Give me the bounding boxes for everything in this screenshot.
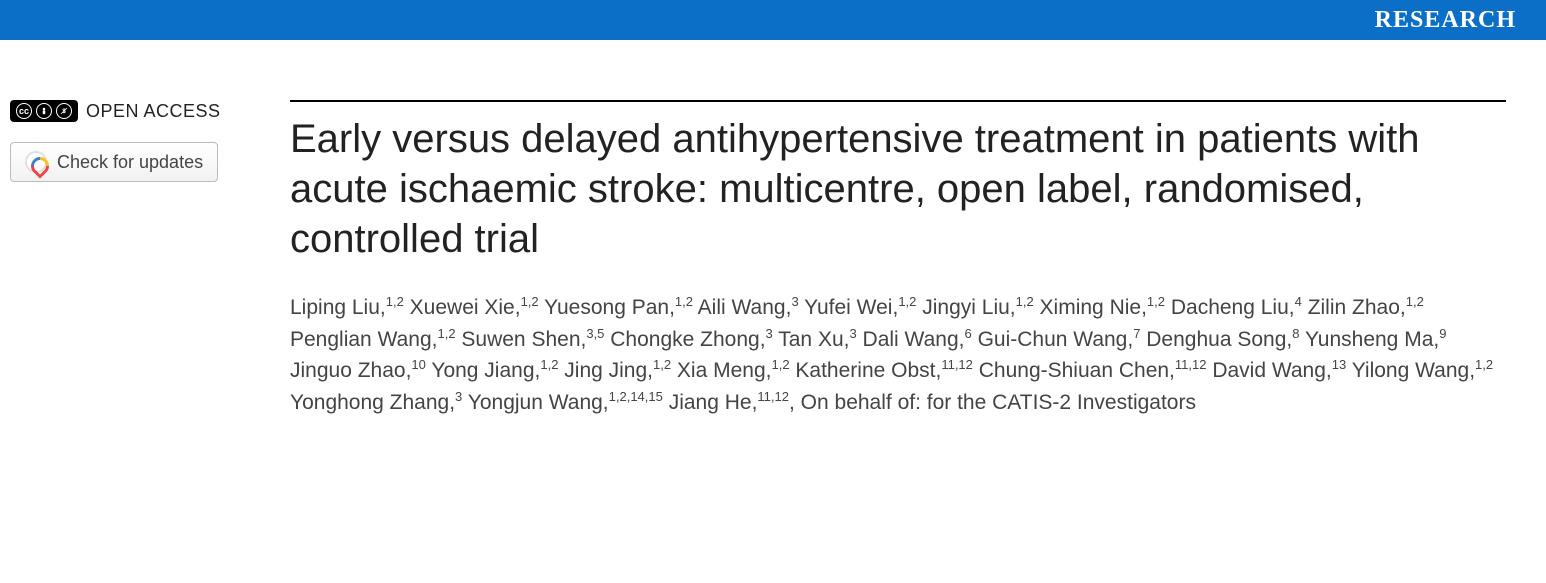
check-updates-label: Check for updates bbox=[57, 152, 203, 173]
author: Ximing Nie,1,2 bbox=[1040, 296, 1165, 319]
author: Chung-Shiuan Chen,11,12 bbox=[979, 359, 1207, 382]
author-affiliation: 6 bbox=[964, 326, 971, 341]
author: Yunsheng Ma,9 bbox=[1305, 328, 1447, 351]
author: Dacheng Liu,4 bbox=[1171, 296, 1302, 319]
author-affiliation: 11,12 bbox=[941, 357, 973, 372]
author: Denghua Song,8 bbox=[1146, 328, 1299, 351]
check-updates-button[interactable]: Check for updates bbox=[10, 142, 218, 182]
author-affiliation: 1,2 bbox=[540, 357, 558, 372]
author: Jingyi Liu,1,2 bbox=[922, 296, 1033, 319]
author-affiliation: 1,2 bbox=[521, 294, 539, 309]
article-title: Early versus delayed antihypertensive tr… bbox=[290, 114, 1506, 264]
author-affiliation: 1,2 bbox=[898, 294, 916, 309]
content-row: cc $ OPEN ACCESS Check for updates Early… bbox=[0, 100, 1546, 418]
author: Chongke Zhong,3 bbox=[610, 328, 773, 351]
author-affiliation: 1,2 bbox=[386, 294, 404, 309]
nc-icon: $ bbox=[56, 103, 72, 119]
author: Yong Jiang,1,2 bbox=[431, 359, 558, 382]
author-affiliation: 1,2 bbox=[1406, 294, 1424, 309]
author: Dali Wang,6 bbox=[863, 328, 972, 351]
author: Liping Liu,1,2 bbox=[290, 296, 404, 319]
author-affiliation: 1,2 bbox=[653, 357, 671, 372]
author-affiliation: 13 bbox=[1332, 357, 1346, 372]
author: David Wang,13 bbox=[1212, 359, 1346, 382]
author: Aili Wang,3 bbox=[698, 296, 799, 319]
cc-license-icon: cc $ bbox=[10, 100, 78, 122]
author: Jinguo Zhao,10 bbox=[290, 359, 426, 382]
author-affiliation: 8 bbox=[1292, 326, 1299, 341]
author-affiliation: 1,2,14,15 bbox=[609, 389, 663, 404]
author: Xuewei Xie,1,2 bbox=[410, 296, 539, 319]
open-access-label: OPEN ACCESS bbox=[86, 101, 221, 122]
author: Yuesong Pan,1,2 bbox=[544, 296, 693, 319]
author-affiliation: 1,2 bbox=[675, 294, 693, 309]
author-affiliation: 4 bbox=[1295, 294, 1302, 309]
author-affiliation: 1,2 bbox=[437, 326, 455, 341]
author-affiliation: 3 bbox=[791, 294, 798, 309]
author-affiliation: 3 bbox=[849, 326, 856, 341]
author-affiliation: 3 bbox=[766, 326, 773, 341]
by-icon bbox=[36, 103, 52, 119]
author-affiliation: 1,2 bbox=[771, 357, 789, 372]
open-access-badge: cc $ OPEN ACCESS bbox=[10, 100, 270, 122]
author: Suwen Shen,3,5 bbox=[461, 328, 604, 351]
author: Yufei Wei,1,2 bbox=[804, 296, 916, 319]
author-affiliation: 9 bbox=[1439, 326, 1446, 341]
author: Yongjun Wang,1,2,14,15 bbox=[468, 391, 663, 414]
sidebar: cc $ OPEN ACCESS Check for updates bbox=[10, 100, 290, 418]
author-affiliation: 3,5 bbox=[586, 326, 604, 341]
author-affiliation: 1,2 bbox=[1016, 294, 1034, 309]
author: Zilin Zhao,1,2 bbox=[1308, 296, 1424, 319]
cc-icon: cc bbox=[16, 103, 32, 119]
crossmark-icon bbox=[25, 151, 47, 173]
author-list: Liping Liu,1,2 Xuewei Xie,1,2 Yuesong Pa… bbox=[290, 292, 1506, 418]
author-affiliation: 1,2 bbox=[1147, 294, 1165, 309]
title-rule bbox=[290, 100, 1506, 102]
section-banner: RESEARCH bbox=[0, 0, 1546, 40]
author-affiliation: 11,12 bbox=[757, 389, 789, 404]
authors-suffix: On behalf of: for the CATIS-2 Investigat… bbox=[801, 391, 1196, 414]
author-affiliation: 11,12 bbox=[1175, 357, 1207, 372]
banner-label: RESEARCH bbox=[1375, 7, 1516, 34]
author: Jing Jing,1,2 bbox=[564, 359, 671, 382]
article-main: Early versus delayed antihypertensive tr… bbox=[290, 100, 1546, 418]
author-affiliation: 10 bbox=[411, 357, 425, 372]
author: Jiang He,11,12 bbox=[669, 391, 789, 414]
author: Yilong Wang,1,2 bbox=[1352, 359, 1493, 382]
author-affiliation: 1,2 bbox=[1475, 357, 1493, 372]
author-affiliation: 3 bbox=[455, 389, 462, 404]
author: Yonghong Zhang,3 bbox=[290, 391, 462, 414]
author: Xia Meng,1,2 bbox=[677, 359, 790, 382]
author: Tan Xu,3 bbox=[778, 328, 856, 351]
author: Gui-Chun Wang,7 bbox=[978, 328, 1141, 351]
author: Penglian Wang,1,2 bbox=[290, 328, 456, 351]
author: Katherine Obst,11,12 bbox=[795, 359, 973, 382]
author-affiliation: 7 bbox=[1133, 326, 1140, 341]
